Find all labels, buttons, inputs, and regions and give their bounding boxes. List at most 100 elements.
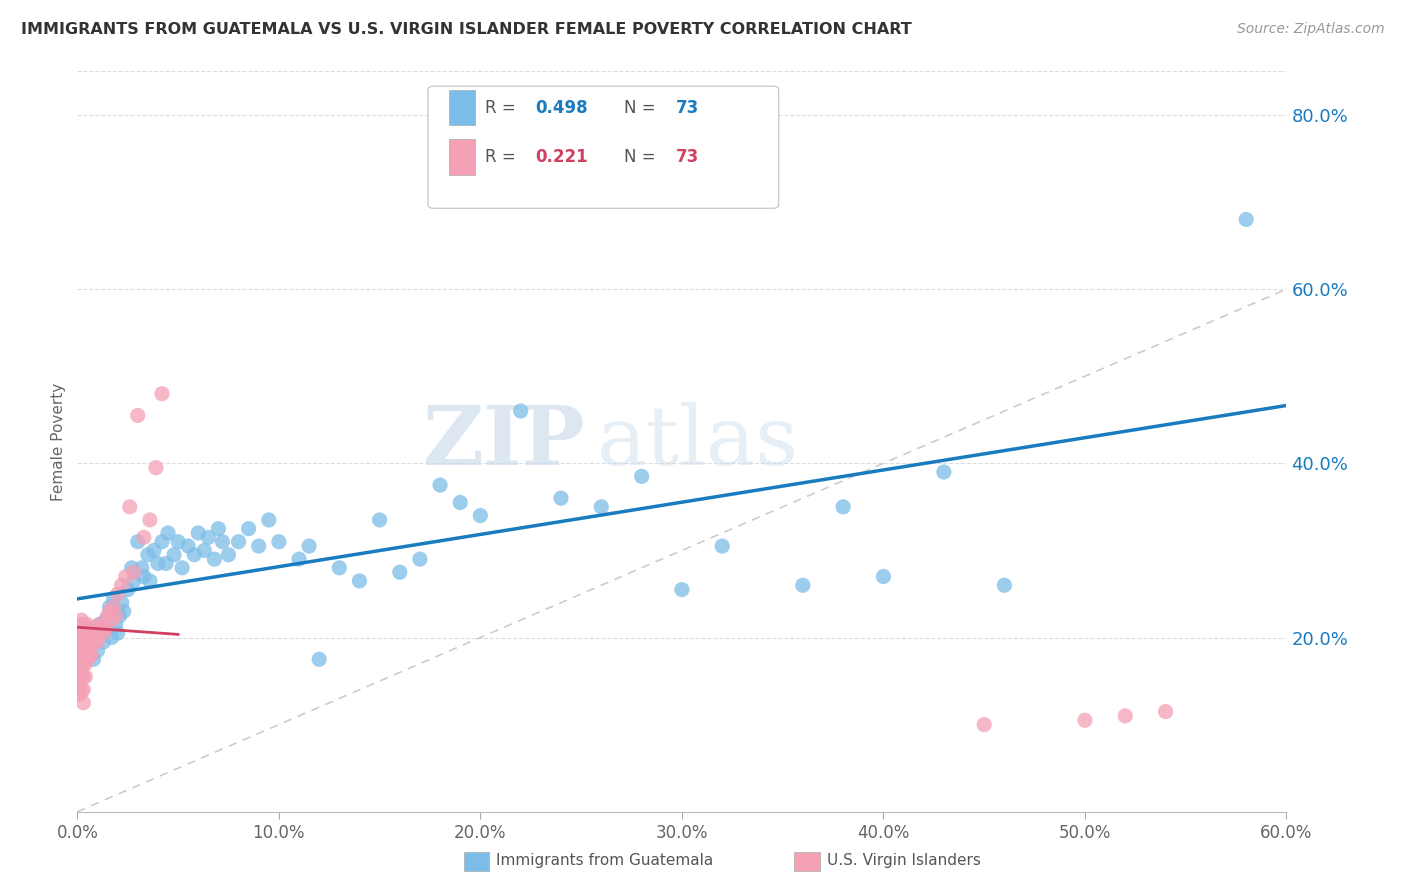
Point <box>76 652 98 666</box>
Point <box>993 578 1015 592</box>
Point <box>98 604 121 618</box>
Text: 73: 73 <box>676 148 699 166</box>
Point <box>72 670 94 684</box>
Bar <box>449 139 475 175</box>
Point <box>932 465 955 479</box>
Point <box>93 635 115 649</box>
Y-axis label: Female Poverty: Female Poverty <box>51 383 66 500</box>
Point <box>80 631 103 645</box>
Point <box>67 652 90 666</box>
Point <box>86 643 108 657</box>
Point <box>388 565 411 579</box>
Point <box>145 460 167 475</box>
Point <box>80 648 103 662</box>
Point <box>90 622 112 636</box>
Point <box>70 613 93 627</box>
Point <box>76 639 98 653</box>
Point <box>98 600 121 615</box>
Point <box>70 670 93 684</box>
Point <box>70 682 93 697</box>
Bar <box>449 90 475 126</box>
Point <box>82 635 104 649</box>
Point <box>155 557 177 571</box>
Point <box>167 534 190 549</box>
Point <box>328 561 350 575</box>
Point <box>288 552 311 566</box>
Point <box>67 678 90 692</box>
Point <box>139 574 162 588</box>
Point <box>103 600 125 615</box>
Point <box>1234 212 1257 227</box>
Point <box>94 613 117 627</box>
Point <box>197 530 219 544</box>
Text: R =: R = <box>485 99 520 117</box>
Point <box>89 617 111 632</box>
Text: R =: R = <box>485 148 520 166</box>
Point <box>127 409 149 423</box>
Point <box>104 617 127 632</box>
Point <box>132 569 155 583</box>
Point <box>247 539 270 553</box>
Point <box>70 648 93 662</box>
Point <box>67 657 90 671</box>
Text: ZIP: ZIP <box>423 401 585 482</box>
Point <box>470 508 492 523</box>
Point <box>122 574 145 588</box>
Point <box>832 500 855 514</box>
Point <box>1154 705 1177 719</box>
Point <box>70 661 93 675</box>
Point <box>187 526 209 541</box>
Point <box>107 587 129 601</box>
Text: 0.498: 0.498 <box>536 99 588 117</box>
Point <box>409 552 432 566</box>
Point <box>72 626 94 640</box>
Point <box>308 652 330 666</box>
Point <box>75 670 97 684</box>
Point <box>79 635 101 649</box>
Point <box>75 622 97 636</box>
Point <box>67 665 90 680</box>
Text: U.S. Virgin Islanders: U.S. Virgin Islanders <box>827 854 980 868</box>
Point <box>630 469 652 483</box>
Point <box>150 534 173 549</box>
Point <box>89 617 111 632</box>
Point <box>257 513 280 527</box>
Point <box>79 622 101 636</box>
Point <box>75 631 97 645</box>
Point <box>112 604 135 618</box>
Point <box>114 569 136 583</box>
Point <box>67 687 90 701</box>
Point <box>72 682 94 697</box>
Point <box>298 539 321 553</box>
Point <box>509 404 531 418</box>
Point <box>711 539 734 553</box>
Point <box>67 643 90 657</box>
Text: atlas: atlas <box>598 401 800 482</box>
Point <box>671 582 693 597</box>
Point <box>79 635 101 649</box>
Point <box>79 648 101 662</box>
Point <box>1114 709 1136 723</box>
Point <box>70 622 93 636</box>
Point <box>82 622 104 636</box>
Point <box>76 617 98 632</box>
Point <box>172 561 194 575</box>
Point <box>67 631 90 645</box>
Point <box>104 608 127 623</box>
Text: 0.221: 0.221 <box>536 148 588 166</box>
Point <box>67 622 90 636</box>
FancyBboxPatch shape <box>427 87 779 209</box>
Point <box>131 561 153 575</box>
Point <box>183 548 205 562</box>
Point <box>449 495 471 509</box>
Text: 73: 73 <box>676 99 699 117</box>
Point <box>108 608 131 623</box>
Point <box>163 548 186 562</box>
Point <box>72 643 94 657</box>
Point <box>84 622 107 636</box>
Point <box>550 491 572 505</box>
Point <box>70 643 93 657</box>
Point <box>72 617 94 632</box>
Point <box>96 608 118 623</box>
Point <box>228 534 250 549</box>
